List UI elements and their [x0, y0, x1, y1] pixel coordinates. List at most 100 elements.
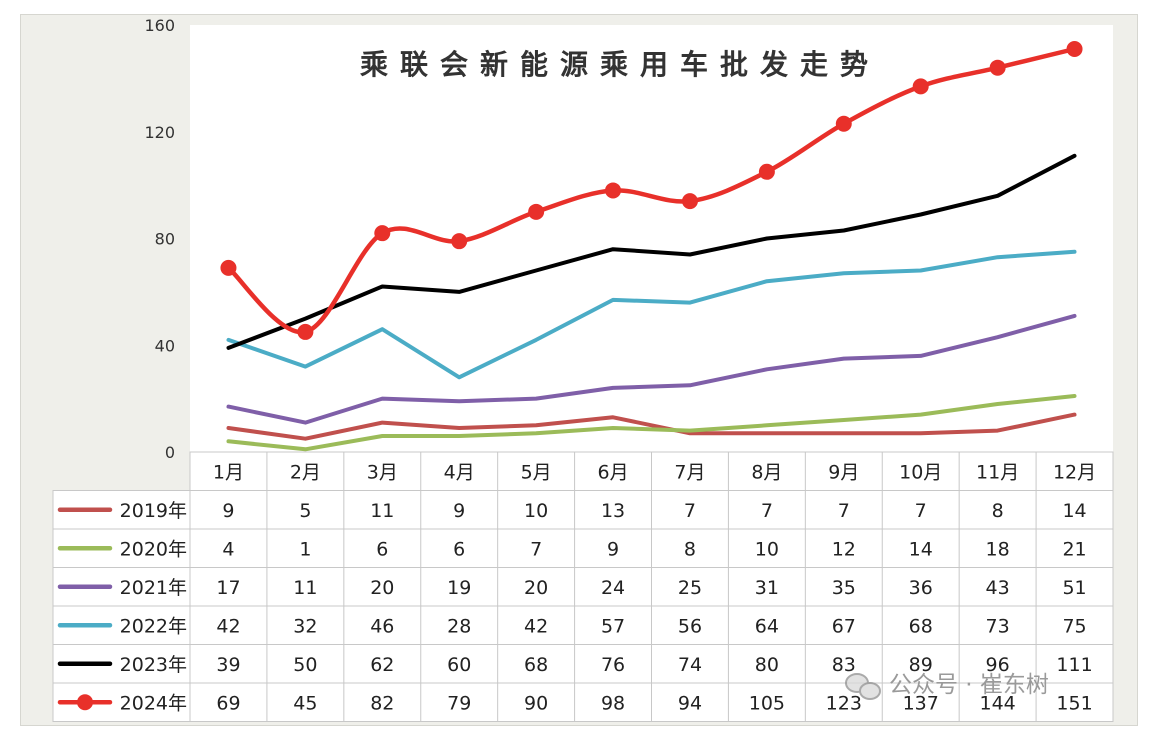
month-label: 8月 [751, 461, 782, 483]
month-label: 6月 [597, 461, 628, 483]
month-label: 2月 [290, 461, 321, 483]
data-point-marker [835, 115, 852, 132]
table-cell-value: 64 [755, 615, 779, 637]
month-label: 7月 [674, 461, 705, 483]
data-point-marker [374, 225, 391, 242]
legend-label: 2019年 [120, 500, 187, 522]
month-label: 1月 [213, 461, 244, 483]
data-point-marker [758, 163, 775, 180]
table-cell-value: 4 [222, 538, 234, 560]
table-cell-value: 20 [370, 577, 394, 599]
table-cell-value: 43 [986, 577, 1010, 599]
table-cell-value: 7 [915, 500, 927, 522]
month-label: 11月 [976, 461, 1019, 483]
data-point-marker [912, 78, 929, 95]
watermark-text: 公众号 · 崔东树 [889, 672, 1049, 698]
data-point-marker [297, 323, 314, 340]
table-cell-value: 123 [826, 692, 862, 714]
table-cell-value: 68 [524, 654, 548, 676]
table-cell-value: 10 [524, 500, 548, 522]
table-cell-value: 10 [755, 538, 779, 560]
table-cell-value: 31 [755, 577, 779, 599]
y-tick-label: 40 [155, 336, 175, 355]
table-cell-value: 137 [903, 692, 939, 714]
table-cell-value: 8 [684, 538, 696, 560]
table-cell-value: 51 [1062, 577, 1086, 599]
table-cell-value: 42 [524, 615, 548, 637]
series-line-2023年 [226, 153, 1077, 350]
legend-marker [77, 694, 93, 711]
table-cell-value: 111 [1056, 654, 1092, 676]
table-cell-value: 73 [986, 615, 1010, 637]
y-tick-label: 160 [144, 16, 175, 35]
table-cell-value: 28 [447, 615, 471, 637]
table-cell-value: 9 [607, 538, 619, 560]
table-cell-value: 14 [909, 538, 933, 560]
chart-title: 乘联会新能源乘用车批发走势 [360, 48, 880, 81]
table-cell-value: 69 [216, 692, 240, 714]
wechat-icon [845, 673, 881, 700]
data-point-marker [451, 233, 468, 250]
legend-label: 2020年 [120, 538, 187, 560]
y-axis: 0 40 80 120 160 [144, 16, 175, 462]
table-cell-value: 98 [601, 692, 625, 714]
table-cell-value: 9 [222, 500, 234, 522]
data-point-marker [528, 203, 545, 220]
table-cell-value: 11 [293, 577, 317, 599]
table-cell-value: 18 [986, 538, 1010, 560]
table-cell-value: 7 [684, 500, 696, 522]
table-cell-value: 80 [755, 654, 779, 676]
legend-label: 2021年 [120, 577, 187, 599]
table-cell-value: 105 [749, 692, 785, 714]
table-cell-value: 67 [832, 615, 856, 637]
table-cell-value: 89 [909, 654, 933, 676]
data-point-marker [220, 259, 237, 276]
month-label: 4月 [444, 461, 475, 483]
month-label: 12月 [1053, 461, 1096, 483]
series-line-2019年 [226, 412, 1077, 441]
legend-label: 2023年 [120, 654, 187, 676]
table-cell-value: 62 [370, 654, 394, 676]
table-cell-value: 21 [1062, 538, 1086, 560]
table-cell-value: 24 [601, 577, 625, 599]
table-cell-value: 9 [453, 500, 465, 522]
legend-label: 2022年 [120, 615, 187, 637]
table-cell-value: 39 [216, 654, 240, 676]
y-tick-label: 0 [165, 443, 175, 462]
series-lines [220, 41, 1083, 452]
data-point-marker [1066, 41, 1083, 58]
table-cell-value: 14 [1062, 500, 1086, 522]
month-label: 5月 [521, 461, 552, 483]
table-cell-value: 94 [678, 692, 702, 714]
table-cell-value: 144 [979, 692, 1015, 714]
table-cell-value: 36 [909, 577, 933, 599]
table-cell-value: 42 [216, 615, 240, 637]
table-cell-value: 56 [678, 615, 702, 637]
table-cell-value: 12 [832, 538, 856, 560]
month-label: 9月 [828, 461, 859, 483]
y-tick-label: 80 [155, 230, 175, 249]
legend-label: 2024年 [120, 692, 187, 714]
watermark: 公众号 · 崔东树 [845, 672, 1049, 700]
plot-area [190, 25, 1113, 452]
table-cell-value: 60 [447, 654, 471, 676]
table-cell-value: 76 [601, 654, 625, 676]
data-point-marker [605, 182, 622, 199]
month-label: 3月 [367, 461, 398, 483]
table-cell-value: 7 [838, 500, 850, 522]
table-cell-value: 83 [832, 654, 856, 676]
table-cell-value: 13 [601, 500, 625, 522]
month-label: 10月 [899, 461, 942, 483]
table-cell-value: 68 [909, 615, 933, 637]
data-point-marker [989, 59, 1006, 76]
table-cell-value: 20 [524, 577, 548, 599]
table-cell-value: 74 [678, 654, 702, 676]
table-cell-value: 1 [299, 538, 311, 560]
table-cell-value: 57 [601, 615, 625, 637]
table-cell-value: 50 [293, 654, 317, 676]
table-cell-value: 46 [370, 615, 394, 637]
table-cell-value: 45 [293, 692, 317, 714]
y-tick-label: 120 [144, 123, 175, 142]
